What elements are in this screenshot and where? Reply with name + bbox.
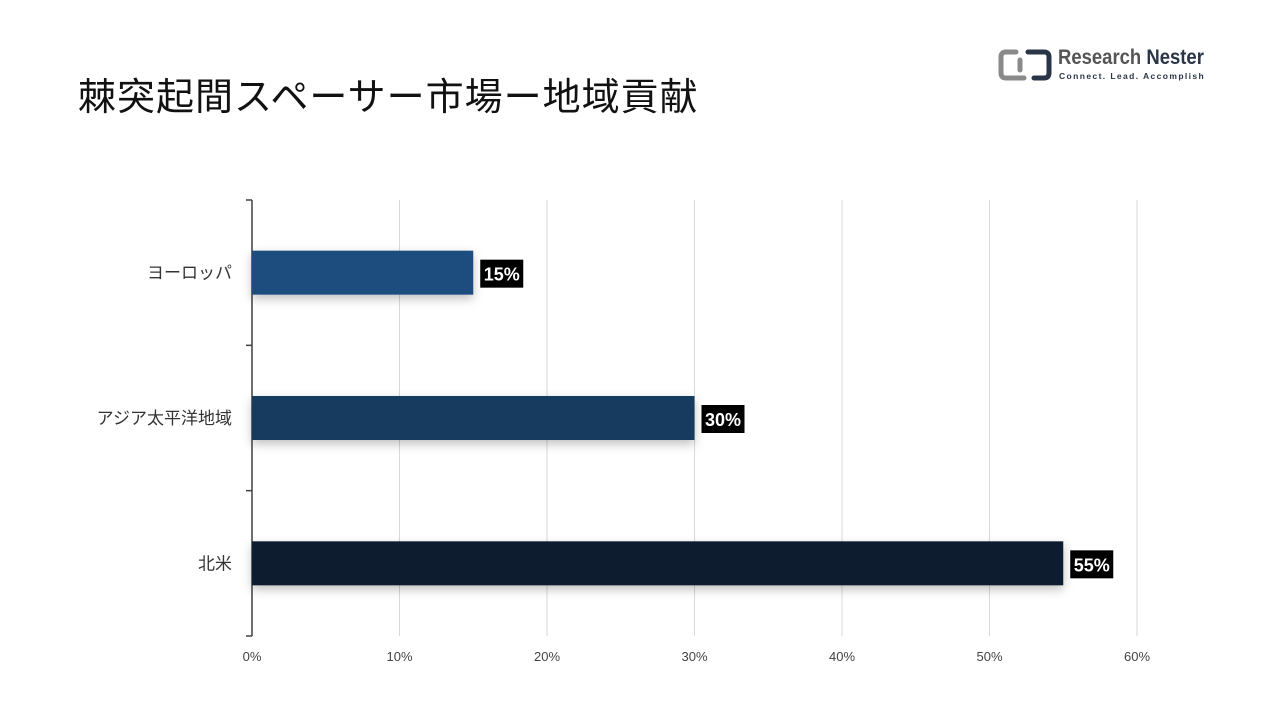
- x-tick-label: 0%: [243, 649, 262, 664]
- y-axis: [246, 199, 253, 637]
- logo-name-part2: Nester: [1146, 46, 1204, 69]
- x-tick-label: 50%: [976, 649, 1002, 664]
- bar: [252, 396, 695, 440]
- data-label: 30%: [705, 410, 741, 430]
- x-tick-label: 20%: [534, 649, 560, 664]
- x-tick-label: 10%: [386, 649, 412, 664]
- logo-tagline: Connect. Lead. Accomplish: [1059, 71, 1206, 81]
- x-tick-label: 60%: [1124, 649, 1150, 664]
- bar: [252, 250, 474, 295]
- category-label: 北米: [198, 554, 232, 574]
- logo-name: Research Nester: [1058, 46, 1204, 70]
- data-label: 55%: [1074, 555, 1110, 575]
- logo-name-part1: Research: [1058, 46, 1147, 69]
- data-label-background: [480, 259, 524, 288]
- logo-mark-icon: [998, 49, 1052, 81]
- research-nester-logo: Research Nester Connect. Lead. Accomplis…: [998, 46, 1228, 86]
- x-tick-label: 30%: [681, 649, 707, 664]
- chart-title: 棘突起間スペーサー市場ー地域貢献: [78, 75, 699, 119]
- data-label: 15%: [484, 265, 520, 285]
- data-label-background: [701, 405, 745, 433]
- category-label: ヨーロッパ: [147, 264, 232, 284]
- category-label: アジア太平洋地域: [97, 409, 232, 429]
- x-tick-label: 40%: [829, 649, 855, 664]
- labels: 0% 10% 20% 30% 40% 50% 60% ヨーロッパ 15% アジア太平洋地域 30% 北…: [97, 259, 1150, 664]
- data-label-background: [1070, 550, 1114, 579]
- bar: [252, 541, 1064, 586]
- bars: [252, 250, 1064, 586]
